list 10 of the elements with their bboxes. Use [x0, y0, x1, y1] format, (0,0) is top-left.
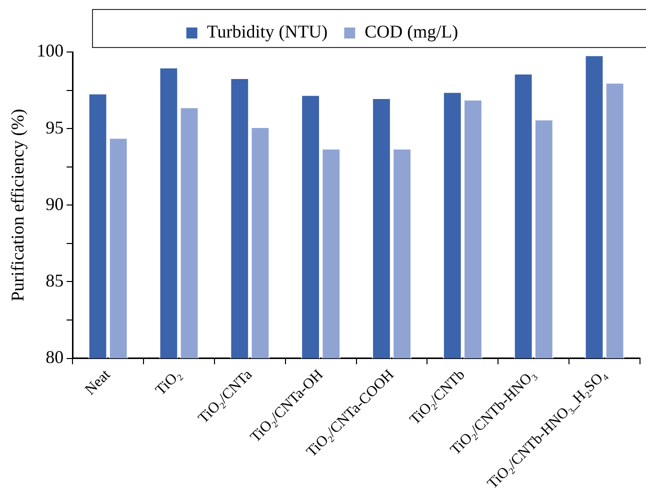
y-tick-label: 85: [46, 270, 64, 290]
y-axis-title: Purification efficiency (%): [8, 108, 28, 302]
y-tick-label: 90: [46, 194, 64, 214]
legend-label: Turbidity (NTU): [206, 22, 328, 42]
y-tick-label: 80: [46, 347, 64, 368]
x-tick-label: TiO₂: [152, 366, 185, 399]
x-tick-label: Neat: [82, 366, 114, 398]
legend-label: COD (mg/L): [364, 22, 458, 42]
y-tick-label: 95: [46, 117, 64, 138]
y-tick-label: 100: [36, 40, 64, 61]
